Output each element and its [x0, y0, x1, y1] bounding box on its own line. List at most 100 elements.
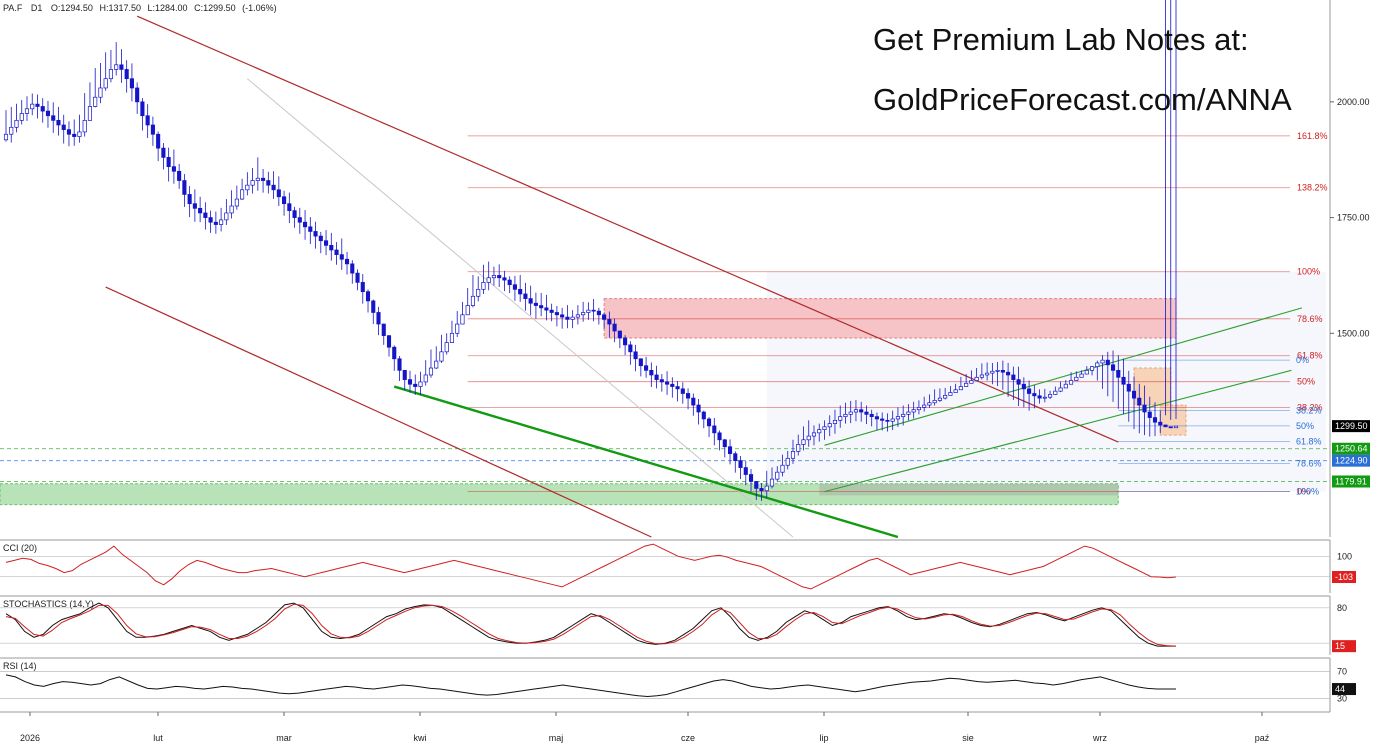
fib-level-label: 38.2%: [1297, 403, 1323, 413]
fib-level-label: 61.8%: [1296, 436, 1322, 446]
candle-body: [177, 170, 182, 181]
candle-body: [334, 249, 339, 255]
candle-body: [801, 439, 806, 445]
candle-body: [455, 323, 460, 334]
fib-level-label: 50%: [1296, 421, 1314, 431]
indicator-value: 44: [1335, 684, 1345, 694]
indicator-line: [5, 602, 1176, 647]
time-tick-label: kwi: [414, 733, 427, 743]
candle-body: [560, 314, 565, 318]
candle-body: [72, 133, 77, 137]
candle-body: [250, 180, 255, 186]
candle-body: [255, 177, 260, 181]
long-support-green: [393, 385, 899, 539]
candle-body: [318, 235, 323, 242]
fib-level-label: 78.6%: [1296, 458, 1322, 468]
promo-line-1: Get Premium Lab Notes at:: [873, 22, 1249, 57]
candle-body: [869, 413, 874, 417]
candle-body: [1069, 380, 1074, 385]
candle-body: [1084, 369, 1089, 375]
candle-body: [518, 288, 523, 295]
candle-body: [129, 78, 134, 89]
candle-body: [502, 277, 507, 281]
candle-body: [276, 189, 281, 198]
candle-body: [486, 277, 491, 283]
fib-level-label: 61.8%: [1297, 351, 1323, 361]
open-value: O:1294.50: [51, 3, 93, 13]
time-axis: 2026 lut mar kwi maj cze lip sie wrz paź: [0, 711, 1330, 743]
candle-body: [748, 474, 754, 482]
candle-body: [775, 471, 780, 480]
promo-line-2: GoldPriceForecast.com/ANNA: [873, 82, 1292, 117]
candle-body: [470, 295, 476, 306]
last-price-badge: [1332, 420, 1370, 433]
candle-body: [806, 435, 811, 441]
indicator-line: [5, 674, 1176, 698]
candle-body: [1042, 396, 1047, 399]
candle-body: [56, 120, 61, 126]
candle-body: [166, 157, 171, 168]
high-value: H:1317.50: [99, 3, 141, 13]
candle-body: [135, 87, 140, 103]
candle-body: [1063, 383, 1068, 389]
candle-body: [754, 481, 759, 489]
candle-body: [843, 413, 848, 417]
candle-body: [261, 177, 266, 181]
candle-body: [476, 288, 481, 297]
candle-body: [1021, 383, 1026, 390]
price-level-badge: [1332, 454, 1370, 467]
candles-layer: [3, 0, 1179, 501]
candle-body: [1110, 364, 1116, 371]
candle-body: [145, 115, 150, 126]
candle-body: [1037, 395, 1042, 399]
candle-body: [418, 381, 423, 387]
candle-body: [465, 305, 470, 316]
candle-body: [1121, 376, 1126, 385]
candle-body: [895, 416, 900, 420]
candle-body: [434, 360, 439, 369]
time-tick-label: lip: [819, 733, 828, 743]
time-tick-label: paź: [1255, 733, 1270, 743]
panel-title: STOCHASTICS (14,Y): [3, 599, 94, 609]
candle-body: [423, 374, 428, 383]
candle-body: [1090, 366, 1095, 371]
candle-body: [958, 386, 963, 391]
candle-body: [680, 388, 685, 394]
candle-body: [24, 108, 30, 114]
candle-body: [266, 180, 271, 186]
candle-body: [822, 426, 827, 430]
candle-body: [350, 263, 355, 274]
candle-body: [271, 184, 276, 191]
candle-body: [570, 316, 575, 320]
candle-body: [712, 425, 717, 434]
candle-body: [665, 381, 670, 385]
candle-body: [922, 404, 927, 408]
candle-body: [1100, 359, 1105, 364]
orange-zone: [1159, 404, 1187, 436]
candle-body: [633, 351, 638, 360]
candle-body: [240, 189, 245, 200]
panel-tick-label: 100: [1337, 551, 1352, 561]
candle-body: [14, 120, 19, 128]
candle-body: [995, 369, 1000, 372]
candle-body: [675, 386, 680, 390]
fib-level-label: 0%: [1297, 487, 1310, 497]
candle-body: [539, 305, 544, 309]
candle-body: [623, 337, 628, 346]
candle-body: [759, 488, 764, 492]
candle-body: [554, 312, 559, 316]
candle-body: [35, 103, 40, 107]
candle-body: [638, 358, 643, 367]
candle-body: [785, 457, 790, 466]
candle-body: [1032, 393, 1037, 397]
candle-body: [234, 198, 239, 207]
candle-body: [491, 275, 496, 279]
trendlines-layer: [105, 15, 1303, 539]
candle-body: [575, 314, 580, 318]
fib-level-label: 100%: [1297, 267, 1320, 277]
indicator-badge: [1332, 640, 1356, 653]
time-tick-label: maj: [549, 733, 564, 743]
candle-body: [644, 365, 649, 371]
candle-body: [287, 203, 292, 211]
candle-body: [790, 451, 796, 459]
